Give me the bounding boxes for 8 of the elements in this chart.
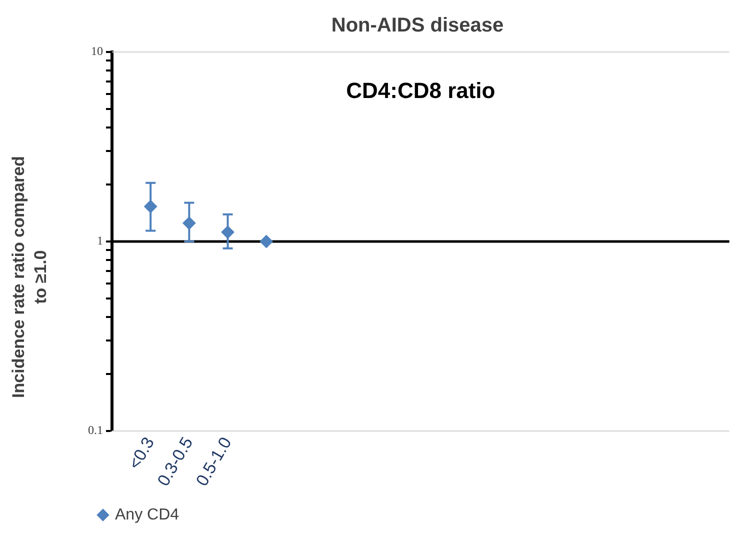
y-tick-label: 10	[91, 44, 103, 58]
y-tick-label: 1	[97, 234, 103, 248]
y-tick-label: 0.1	[88, 423, 103, 438]
legend-label: Any CD4	[115, 506, 180, 524]
point	[260, 234, 273, 248]
annotation: CD4:CD8 ratio	[346, 78, 496, 104]
y-axis-title: Incidence rate ratio compared to ≥1.0	[8, 155, 51, 400]
chart-title: Non-AIDS disease	[331, 14, 504, 37]
